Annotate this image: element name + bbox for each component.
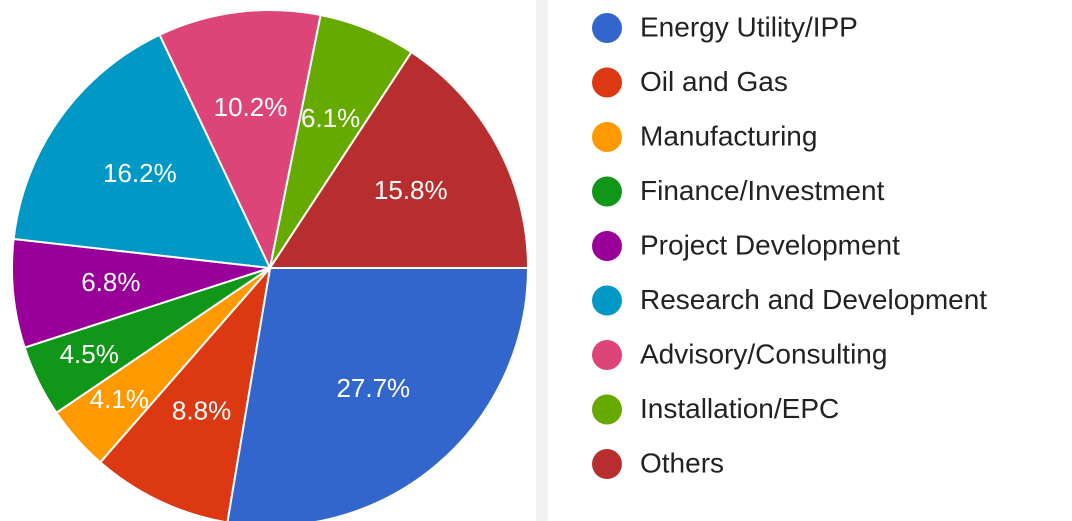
legend-label: Advisory/Consulting <box>640 338 887 369</box>
legend-swatch <box>592 122 622 152</box>
slice-label: 4.1% <box>90 384 149 414</box>
legend-label: Others <box>640 447 724 478</box>
legend-swatch <box>592 13 622 43</box>
pie-slice <box>12 33 272 270</box>
slice-label: 4.5% <box>60 339 119 369</box>
divider <box>536 0 548 521</box>
legend-label: Finance/Investment <box>640 175 885 206</box>
legend-swatch <box>592 394 622 425</box>
legend-label: Oil and Gas <box>640 66 788 97</box>
pie-slice <box>268 50 530 269</box>
slice-label: 16.2% <box>103 158 177 188</box>
slice-label: 15.8% <box>374 175 448 205</box>
slice-label: 6.8% <box>81 267 140 297</box>
legend-swatch <box>592 67 622 98</box>
pie-slice <box>98 264 272 521</box>
legend-swatch <box>592 449 622 479</box>
slice-label: 10.2% <box>214 92 288 122</box>
legend-label: Project Development <box>640 229 900 260</box>
slice-label: 8.8% <box>172 395 231 425</box>
legend-label: Manufacturing <box>640 120 817 151</box>
pie-slice <box>226 267 530 521</box>
pie-slice <box>11 237 271 349</box>
legend-label: Installation/EPC <box>640 393 839 424</box>
slice-label: 27.7% <box>336 373 410 403</box>
legend-label: Energy Utility/IPP <box>640 11 858 42</box>
legend-swatch <box>592 285 622 316</box>
pie-slice <box>158 9 322 272</box>
legend-label: Research and Development <box>640 284 987 315</box>
legend-swatch <box>592 176 622 207</box>
legend-swatch <box>592 340 622 370</box>
slice-label: 6.1% <box>301 103 360 133</box>
legend-swatch <box>592 231 622 261</box>
